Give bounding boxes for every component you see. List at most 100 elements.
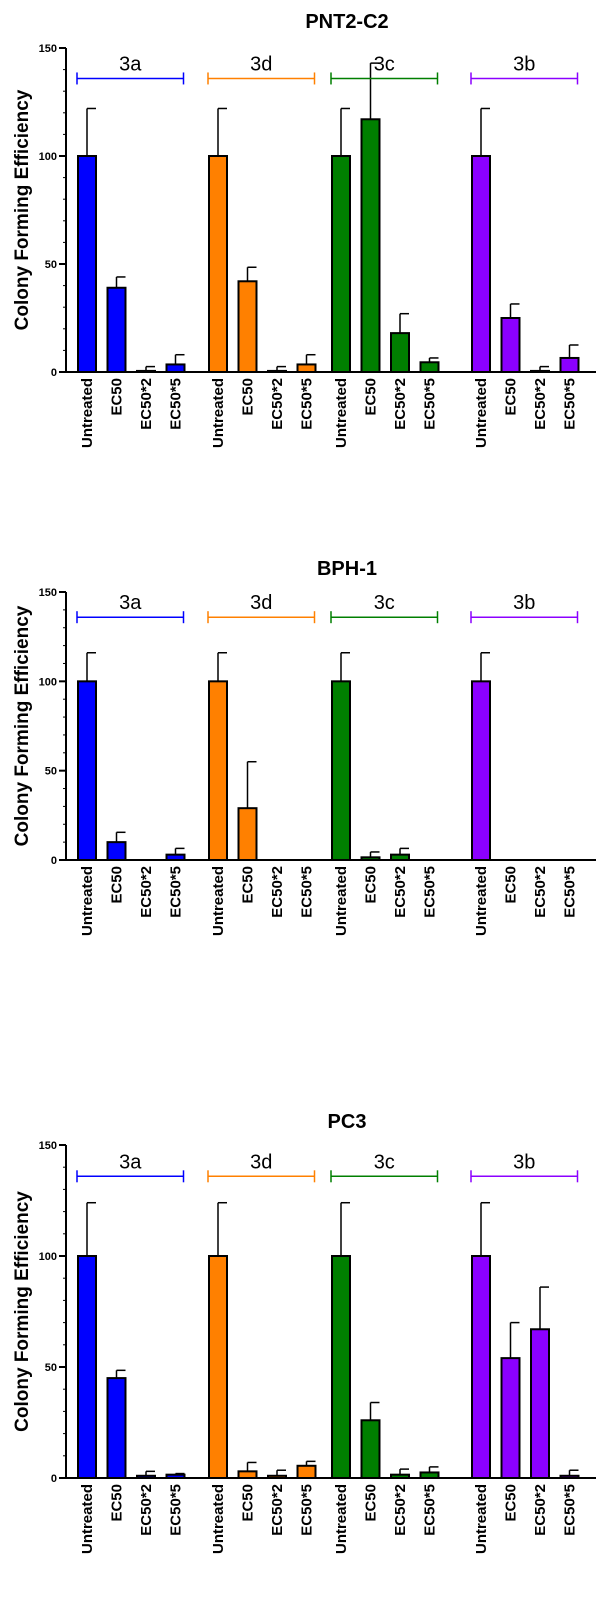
bar-3c-Untreated (331, 155, 351, 373)
bar-3c-Untreated (331, 680, 351, 861)
group-label-3d: 3d (250, 53, 272, 75)
x-tick-label: Untreated (473, 1484, 490, 1554)
bar-3d-EC50 (237, 807, 258, 861)
x-tick-label: Untreated (473, 378, 490, 448)
y-tick-label: 100 (39, 151, 57, 163)
x-tick-label: EC50*2 (392, 866, 409, 918)
x-tick-label: EC50 (503, 1484, 520, 1522)
x-tick-label: Untreated (473, 866, 490, 936)
x-tick-label: Untreated (210, 378, 227, 448)
x-tick-label: EC50 (503, 378, 520, 416)
x-tick-label: EC50*2 (138, 378, 155, 430)
group-label-3a: 3a (119, 1151, 142, 1173)
chart-title: BPH-1 (317, 558, 377, 580)
group-label-3a: 3a (119, 592, 142, 614)
x-tick-label: EC50*2 (532, 866, 549, 918)
y-tick-label: 50 (45, 259, 57, 271)
x-tick-label: EC50*2 (138, 866, 155, 918)
bar-3b-Untreated (471, 155, 491, 373)
bar-3b-EC50 (500, 1357, 521, 1479)
bar-3a-EC50 (106, 1377, 127, 1479)
bar-3d-EC50*5 (296, 1464, 317, 1480)
x-tick-label: Untreated (333, 866, 350, 936)
x-tick-label: EC50*2 (269, 378, 286, 430)
bar-3b-EC50*2 (530, 1328, 550, 1480)
group-label-3b: 3b (513, 1151, 535, 1173)
group-label-3b: 3b (513, 592, 535, 614)
bar-3a-EC50*5 (165, 363, 186, 374)
group-label-3c: 3c (374, 1151, 395, 1173)
x-tick-label: EC50 (240, 1484, 257, 1522)
x-tick-label: EC50*5 (562, 378, 579, 430)
bar-3a-EC50 (106, 841, 127, 862)
chart-panel-1: PNT2-C2 Colony Forming Efficiency 0 50 100 15… (12, 11, 596, 448)
x-tick-label: EC50*5 (562, 866, 579, 918)
x-tick-label: EC50*5 (299, 1484, 316, 1536)
y-tick-label: 100 (39, 676, 57, 688)
y-tick-label: 150 (39, 587, 57, 599)
x-tick-label: EC50 (109, 1484, 126, 1522)
x-tick-label: Untreated (79, 1484, 96, 1554)
group-label-3c: 3c (374, 592, 395, 614)
bar-3d-EC50 (237, 280, 258, 373)
y-tick-label: 0 (51, 367, 57, 379)
x-tick-label: EC50*5 (168, 378, 185, 430)
y-tick-label: 50 (45, 766, 57, 778)
x-tick-label: EC50 (363, 1484, 380, 1522)
x-tick-label: EC50*2 (138, 1484, 155, 1536)
x-tick-label: Untreated (210, 1484, 227, 1554)
x-tick-label: EC50*5 (422, 378, 439, 430)
y-axis-label: Colony Forming Efficiency (12, 89, 33, 330)
x-tick-label: Untreated (210, 866, 227, 936)
bar-3c-EC50*5 (419, 361, 440, 373)
bar-3a-Untreated (77, 680, 97, 861)
y-axis-label: Colony Forming Efficiency (12, 1191, 33, 1432)
bar-3d-Untreated (208, 680, 228, 861)
y-tick-label: 150 (39, 43, 57, 55)
bar-3c-Untreated (331, 1255, 351, 1479)
y-tick-label: 100 (39, 1251, 57, 1263)
x-tick-label: EC50*2 (269, 866, 286, 918)
x-tick-label: EC50*2 (392, 378, 409, 430)
y-tick-label: 50 (45, 1362, 57, 1374)
group-label-3b: 3b (513, 53, 535, 75)
bar-3d-EC50*5 (296, 363, 317, 374)
group-label-3d: 3d (250, 1151, 272, 1173)
x-tick-label: EC50 (109, 866, 126, 904)
chart-panel-3: PC3 Colony Forming Efficiency 0 50 100 150 Unt… (12, 1111, 596, 1554)
x-tick-label: EC50*2 (392, 1484, 409, 1536)
x-tick-label: Untreated (333, 378, 350, 448)
x-tick-label: EC50 (363, 866, 380, 904)
bar-3b-Untreated (471, 1255, 491, 1479)
x-tick-label: EC50*2 (269, 1484, 286, 1536)
y-tick-label: 150 (39, 1140, 57, 1152)
group-label-3d: 3d (250, 592, 272, 614)
bar-3a-EC50 (106, 286, 127, 374)
x-tick-label: EC50 (109, 378, 126, 416)
bar-3b-EC50*5 (559, 356, 580, 373)
chart-title: PNT2-C2 (305, 11, 388, 33)
bar-3c-EC50 (360, 1419, 381, 1480)
bar-3b-Untreated (471, 680, 491, 861)
x-tick-label: EC50 (240, 866, 257, 904)
x-tick-label: EC50*5 (422, 866, 439, 918)
group-label-3c: 3c (374, 53, 395, 75)
bar-3b-EC50 (500, 317, 521, 373)
chart-title: PC3 (328, 1111, 367, 1133)
x-tick-label: EC50 (363, 378, 380, 416)
bar-3d-Untreated (208, 155, 228, 373)
bar-3c-EC50 (360, 118, 381, 373)
x-tick-label: EC50*2 (532, 1484, 549, 1536)
x-tick-label: EC50 (240, 378, 257, 416)
x-tick-label: EC50*5 (168, 1484, 185, 1536)
x-tick-label: EC50*5 (168, 866, 185, 918)
x-tick-label: Untreated (79, 866, 96, 936)
y-tick-label: 0 (51, 1473, 57, 1485)
x-tick-label: EC50*5 (422, 1484, 439, 1536)
x-tick-label: EC50*2 (532, 378, 549, 430)
x-tick-label: EC50 (503, 866, 520, 904)
bar-3a-Untreated (77, 155, 97, 373)
x-tick-label: Untreated (333, 1484, 350, 1554)
x-tick-label: Untreated (79, 378, 96, 448)
